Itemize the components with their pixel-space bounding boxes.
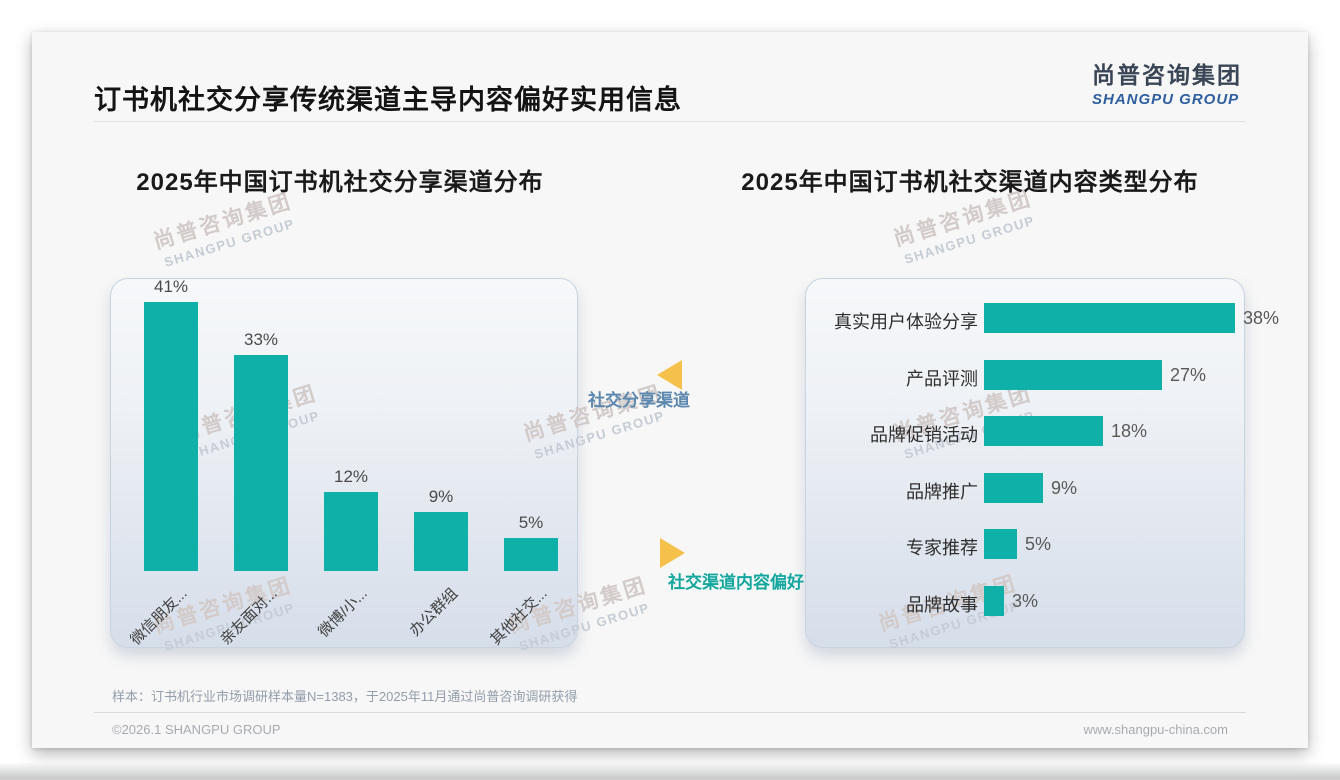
vbar-value-label: 33% [243, 330, 279, 349]
left-chart-title: 2025年中国订书机社交分享渠道分布 [136, 169, 544, 196]
vbar [324, 492, 378, 571]
hbar [984, 529, 1017, 559]
hbar [984, 416, 1103, 446]
footer-divider [94, 712, 1246, 713]
annotation-content-preference: 社交渠道内容偏好 [668, 573, 804, 592]
vbar-value-label: 5% [518, 513, 544, 532]
arrow-left-icon [657, 360, 682, 390]
vbar-value-label: 12% [333, 467, 369, 486]
page-title: 订书机社交分享传统渠道主导内容偏好实用信息 [94, 85, 682, 115]
logo-text-en: SHANGPU GROUP [1092, 91, 1240, 108]
watermark-text-en: SHANGPU GROUP [902, 212, 1037, 267]
annotation-social-share-channel: 社交分享渠道 [588, 391, 690, 410]
vbar-value-label: 41% [153, 277, 189, 296]
logo-text-zh: 尚普咨询集团 [1092, 62, 1242, 88]
footer-website: www.shangpu-china.com [1083, 722, 1228, 737]
watermark-text-en: SHANGPU GROUP [162, 215, 297, 270]
vbar [414, 512, 468, 571]
left-chart-card: 41% 微信朋友... 33% 亲友面对... 12% 微博/小... 9% 办公群组 5% 其他… [110, 277, 578, 649]
hbar-value-label: 18% [1111, 421, 1148, 441]
y-axis-label: 专家推荐 [906, 538, 978, 558]
vbar [144, 302, 198, 571]
vbar [234, 355, 288, 571]
hbar [984, 360, 1162, 390]
title-divider [94, 121, 1246, 122]
y-axis-label: 品牌促销活动 [870, 425, 978, 445]
x-axis-label: 微博/小... [315, 585, 372, 641]
hbar [984, 473, 1043, 503]
x-axis-label: 微信朋友... [127, 585, 192, 649]
hbar-value-label: 27% [1170, 365, 1207, 385]
x-axis-label: 其他社交... [487, 585, 552, 649]
x-axis-label: 亲友面对... [217, 585, 282, 649]
vbar [504, 538, 558, 571]
hbar [984, 303, 1235, 333]
vbar-value-label: 9% [428, 487, 454, 506]
hbar-value-label: 9% [1051, 478, 1078, 498]
hbar [984, 586, 1004, 616]
hbar-value-label: 3% [1012, 591, 1039, 611]
right-chart-card: 真实用户体验分享 38% 产品评测 27% 品牌促销活动 18% 品牌推广 9% 专家推荐 5% 品… [805, 278, 1279, 648]
hbar-value-label: 38% [1243, 308, 1280, 328]
y-axis-label: 真实用户体验分享 [834, 312, 978, 332]
hbar-value-label: 5% [1025, 534, 1052, 554]
y-axis-label: 品牌故事 [906, 595, 978, 615]
arrow-right-icon [660, 538, 685, 568]
right-chart-title: 2025年中国订书机社交渠道内容类型分布 [741, 169, 1199, 196]
bottom-shade [0, 762, 1340, 780]
y-axis-label: 品牌推广 [906, 482, 978, 502]
footer-copyright: ©2026.1 SHANGPU GROUP [112, 722, 281, 737]
x-axis-label: 办公群组 [406, 585, 462, 640]
y-axis-label: 产品评测 [906, 369, 978, 389]
logo: 尚普咨询集团 SHANGPU GROUP [1092, 56, 1242, 108]
sample-note: 样本：订书机行业市场调研样本量N=1383，于2025年11月通过尚普咨询调研获… [112, 689, 578, 704]
